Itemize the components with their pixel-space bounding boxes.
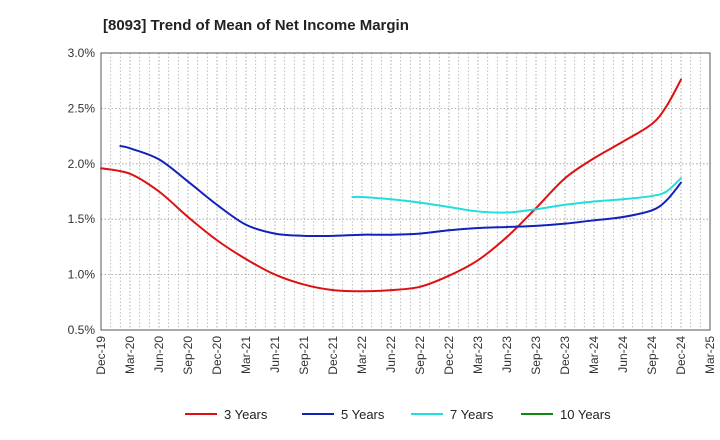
grid-lines: [100, 52, 711, 331]
x-tick-label: Mar-20: [123, 336, 137, 374]
legend-label-7-years: 7 Years: [450, 407, 494, 422]
series-line-7-years: [351, 177, 682, 214]
x-tick-label: Sep-24: [645, 336, 659, 375]
x-tick-label: Dec-23: [558, 336, 572, 375]
x-tick-label: Sep-23: [529, 336, 543, 375]
legend-label-5-years: 5 Years: [341, 407, 385, 422]
x-tick-label: Dec-19: [94, 336, 108, 375]
x-tick-label: Mar-21: [239, 336, 253, 374]
x-tick-label: Sep-21: [297, 336, 311, 375]
series-line-5-years: [119, 145, 682, 238]
plot-background: [101, 53, 710, 330]
x-tick-label: Mar-25: [703, 336, 717, 374]
x-tick-label: Dec-24: [674, 336, 688, 375]
x-axis-labels: Dec-19 Mar-20 Jun-20 Sep-20 Dec-20 Mar-21 Jun-…: [94, 336, 717, 375]
x-tick-label: Mar-22: [355, 336, 369, 374]
x-tick-label: Jun-20: [152, 336, 166, 373]
x-tick-label: Mar-23: [471, 336, 485, 374]
x-tick-label: Jun-21: [268, 336, 282, 373]
legend: 3 Years 5 Years 7 Years 10 Years: [185, 407, 611, 422]
x-tick-label: Jun-23: [500, 336, 514, 373]
x-tick-label: Dec-20: [210, 336, 224, 375]
plot-frame: [100, 52, 711, 331]
x-tick-label: Sep-20: [181, 336, 195, 375]
x-tick-label: Dec-21: [326, 336, 340, 375]
y-tick-label: 0.5%: [68, 323, 96, 337]
y-tick-label: 2.5%: [68, 101, 96, 115]
series-lines: [100, 78, 682, 293]
x-tick-label: Mar-24: [587, 336, 601, 374]
x-tick-label: Jun-24: [616, 336, 630, 373]
x-tick-label: Sep-22: [413, 336, 427, 375]
x-tick-label: Jun-22: [384, 336, 398, 373]
legend-label-10-years: 10 Years: [560, 407, 611, 422]
y-tick-label: 1.5%: [68, 212, 96, 226]
y-tick-label: 3.0%: [68, 46, 96, 60]
chart-title: [8093] Trend of Mean of Net Income Margi…: [103, 17, 409, 34]
x-tick-label: Dec-22: [442, 336, 456, 375]
series-line-3-years: [100, 78, 682, 293]
y-tick-label: 2.0%: [68, 157, 96, 171]
legend-label-3-years: 3 Years: [224, 407, 268, 422]
y-tick-label: 1.0%: [68, 268, 96, 282]
y-axis-labels: 0.5% 1.0% 1.5% 2.0% 2.5% 3.0%: [68, 46, 96, 337]
